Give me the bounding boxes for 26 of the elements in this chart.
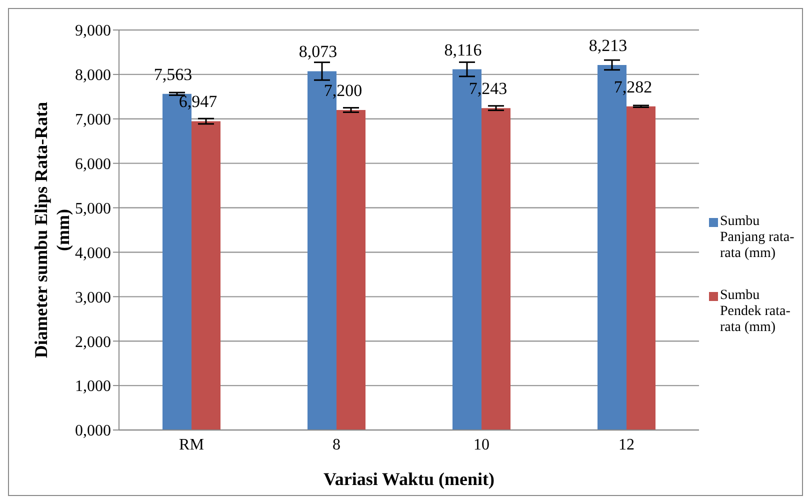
bar (192, 121, 220, 430)
data-label: 8,073 (298, 42, 338, 62)
y-tick-label: 5,000 (75, 200, 111, 218)
data-label: 8,116 (444, 40, 482, 60)
y-tick-label: 7,000 (75, 112, 111, 129)
data-label: 8,213 (588, 36, 628, 55)
bar (482, 108, 510, 430)
y-tick-label: 1,000 (75, 378, 111, 396)
legend-label: Sumbu Pendek rata-rata (mm) (720, 288, 792, 336)
y-tick-label: 3,000 (75, 289, 111, 306)
y-axis-title: Diameter sumbu Elips Rata-Rata (mm) (31, 102, 73, 358)
x-tick-label: 12 (618, 436, 634, 454)
x-tick-label: 10 (474, 436, 490, 454)
legend-label: Sumbu Panjang rata-rata (mm) (720, 214, 796, 262)
bar (336, 110, 366, 430)
y-tick-label: 9,000 (75, 22, 111, 40)
y-tick-label: 0,000 (75, 422, 111, 440)
x-tick-label: RM (179, 436, 204, 454)
data-label: 7,563 (154, 64, 192, 84)
y-tick-label: 2,000 (75, 334, 111, 351)
x-axis-title: Variasi Waktu (menit) (323, 469, 495, 489)
y-tick-label: 4,000 (75, 244, 111, 262)
y-tick-label: 8,000 (75, 67, 111, 84)
x-tick-label: 8 (332, 436, 340, 454)
bar (626, 106, 656, 430)
y-tick-label: 6,000 (75, 156, 111, 174)
